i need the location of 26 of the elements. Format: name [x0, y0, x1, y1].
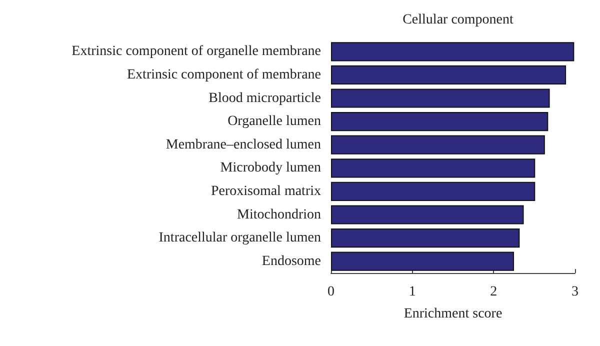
bar — [331, 182, 536, 202]
bar — [331, 205, 524, 224]
y-tick-label: Mitochondrion — [237, 207, 321, 222]
y-tick-label: Endosome — [262, 254, 321, 269]
bar — [331, 135, 545, 154]
bar — [331, 65, 566, 85]
y-tick-label: Intracellular organelle lumen — [158, 230, 321, 246]
y-tick-label: Organelle lumen — [228, 114, 321, 130]
x-axis-title: Enrichment score — [404, 306, 502, 322]
bar — [331, 42, 574, 62]
chart-title: Cellular component — [402, 12, 514, 28]
y-tick-label: Membrane–enclosed lumen — [166, 137, 321, 152]
x-tick-label: 3 — [572, 284, 578, 300]
x-tick-label: 0 — [328, 284, 334, 300]
bar — [331, 228, 520, 248]
x-tick-label: 1 — [408, 284, 416, 300]
y-tick-label: Blood microparticle — [208, 90, 321, 106]
bar — [331, 112, 548, 132]
x-tick-label: 2 — [490, 284, 498, 300]
y-tick-label: Extrinsic component of membrane — [127, 67, 321, 82]
y-tick-label: Microbody lumen — [220, 160, 321, 176]
bar — [331, 158, 536, 178]
bar — [331, 88, 550, 108]
bar — [331, 252, 514, 271]
y-tick-label: Peroxisomal matrix — [210, 184, 321, 199]
y-tick-label: Extrinsic component of organelle membrane — [72, 44, 321, 60]
